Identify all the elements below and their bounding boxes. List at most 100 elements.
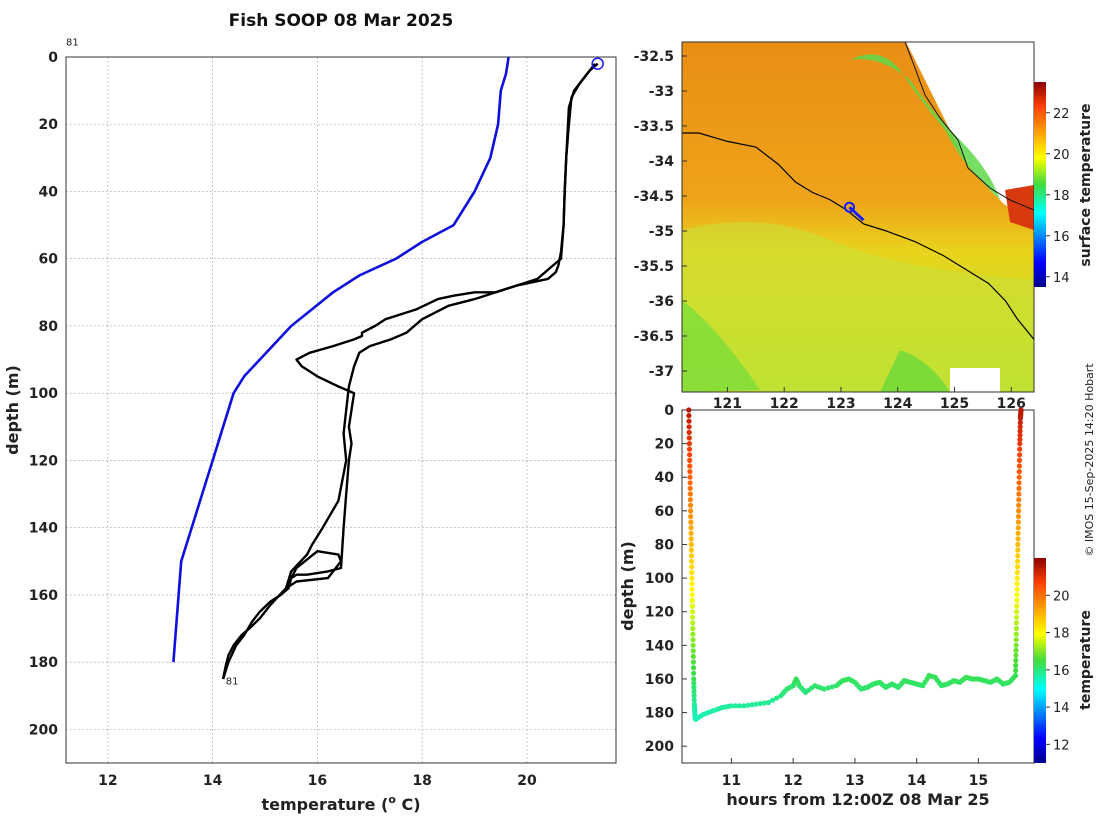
section-point [1014, 586, 1020, 592]
map-y-tick-label: -33.5 [634, 119, 674, 135]
map-y-tick-label: -34 [649, 154, 675, 170]
section-point [687, 497, 694, 503]
section-point [687, 474, 693, 480]
section-point [1013, 642, 1019, 648]
section-point [1018, 407, 1024, 413]
section-point [1014, 592, 1020, 598]
section-colorbar [1034, 558, 1046, 763]
section-point [1013, 652, 1019, 659]
section-point [732, 703, 739, 709]
section-point [1014, 603, 1020, 609]
profile-x-tick-label: 16 [308, 773, 327, 789]
section-point [1016, 491, 1022, 497]
profile-y-tick-label: 60 [39, 252, 59, 268]
section-point [687, 469, 693, 475]
coastline [904, 42, 1034, 211]
profile-series-profile-up [221, 62, 596, 680]
section-point [765, 699, 772, 706]
section-point [688, 547, 695, 553]
section-point [761, 700, 767, 706]
section-x-tick-label: 15 [969, 773, 988, 789]
section-point [1015, 536, 1021, 542]
section-y-tick-label: 60 [655, 504, 675, 520]
section-point [686, 429, 692, 435]
section-point [689, 609, 696, 615]
profile-y-tick-label: 120 [29, 453, 58, 469]
map-x-tick-label: 122 [770, 396, 799, 412]
section-point [1014, 597, 1020, 604]
section-point [690, 642, 696, 648]
land [870, 42, 1034, 215]
section-point [1013, 657, 1019, 664]
map-y-tick-label: -35.5 [634, 259, 674, 275]
section-point [691, 680, 697, 686]
section-colorbar-tick-label: 12 [1053, 738, 1070, 753]
section-point [689, 592, 695, 598]
profile-series-profile-down [221, 62, 599, 680]
cool-patch-sw [682, 300, 760, 392]
track-line [682, 132, 1034, 340]
section-point [690, 665, 697, 671]
section-point [690, 614, 696, 620]
section-point [1015, 530, 1021, 536]
section-point [1015, 547, 1021, 553]
profile-y-tick-label: 0 [48, 50, 58, 66]
section-point [1017, 420, 1023, 426]
section-point [1016, 457, 1023, 463]
section-point [1014, 581, 1020, 587]
section-colorbar-tick-label: 20 [1053, 589, 1070, 604]
map-y-tick-label: -32.5 [634, 49, 674, 65]
section-point [1015, 519, 1022, 525]
section-point [770, 697, 776, 703]
section-point [686, 418, 692, 424]
section-point [690, 648, 696, 654]
map-x-tick-label: 121 [713, 396, 742, 412]
section-x-tick-label: 13 [845, 773, 864, 789]
profile-y-tick-label: 200 [29, 722, 58, 738]
warm-coastal-patch [1005, 185, 1034, 230]
section-point [1017, 432, 1023, 438]
section-point [687, 485, 693, 491]
section-point [686, 435, 692, 441]
section-ticks: 11 12 13 14 15 0 20 40 60 80 100 120 140 160 180 200 [645, 403, 988, 789]
section-point [687, 452, 693, 458]
section-point [829, 684, 835, 690]
section-point [689, 575, 695, 581]
section-point [1016, 497, 1022, 503]
section-point [686, 407, 692, 413]
section-point [689, 564, 695, 570]
section-point [691, 693, 697, 699]
section-point [1016, 469, 1022, 475]
profile-surface-marker [591, 57, 604, 70]
section-point [688, 530, 694, 536]
section-x-tick-label: 12 [783, 773, 802, 789]
section-point [749, 702, 755, 708]
section-point [1013, 662, 1019, 669]
profile-ticks: 12 14 16 18 20020406080100120140160180200818… [29, 38, 537, 789]
section-y-tick-label: 140 [645, 638, 674, 654]
section-y-axis-label: depth (m) [618, 541, 637, 631]
section-x-axis-label: hours from 12:00Z 08 Mar 25 [726, 790, 989, 809]
section-point [1013, 620, 1020, 626]
section-point [753, 701, 759, 707]
map-colorbar-ticks: 14 16 18 20 22 [1046, 107, 1070, 286]
profile-x-axis-label: temperature (o C) [261, 793, 420, 814]
section-point [741, 703, 747, 709]
map-colorbar-tick-label: 22 [1053, 107, 1070, 122]
map-colorbar-tick-label: 16 [1053, 230, 1070, 245]
profile-x-tick-label: 20 [517, 773, 537, 789]
profile-lines [172, 56, 604, 680]
section-point [687, 463, 693, 469]
section-point [1013, 631, 1019, 637]
ship-position-marker [843, 201, 855, 213]
section-point [1016, 480, 1022, 486]
section-point [774, 695, 780, 701]
section-point [688, 541, 694, 548]
map-x-tick-label: 123 [826, 396, 855, 412]
section-point [688, 536, 694, 542]
section-point [687, 502, 694, 508]
section-point [691, 697, 697, 703]
section-point [1017, 446, 1023, 452]
section-point [1014, 609, 1020, 615]
section-point [1015, 558, 1021, 564]
